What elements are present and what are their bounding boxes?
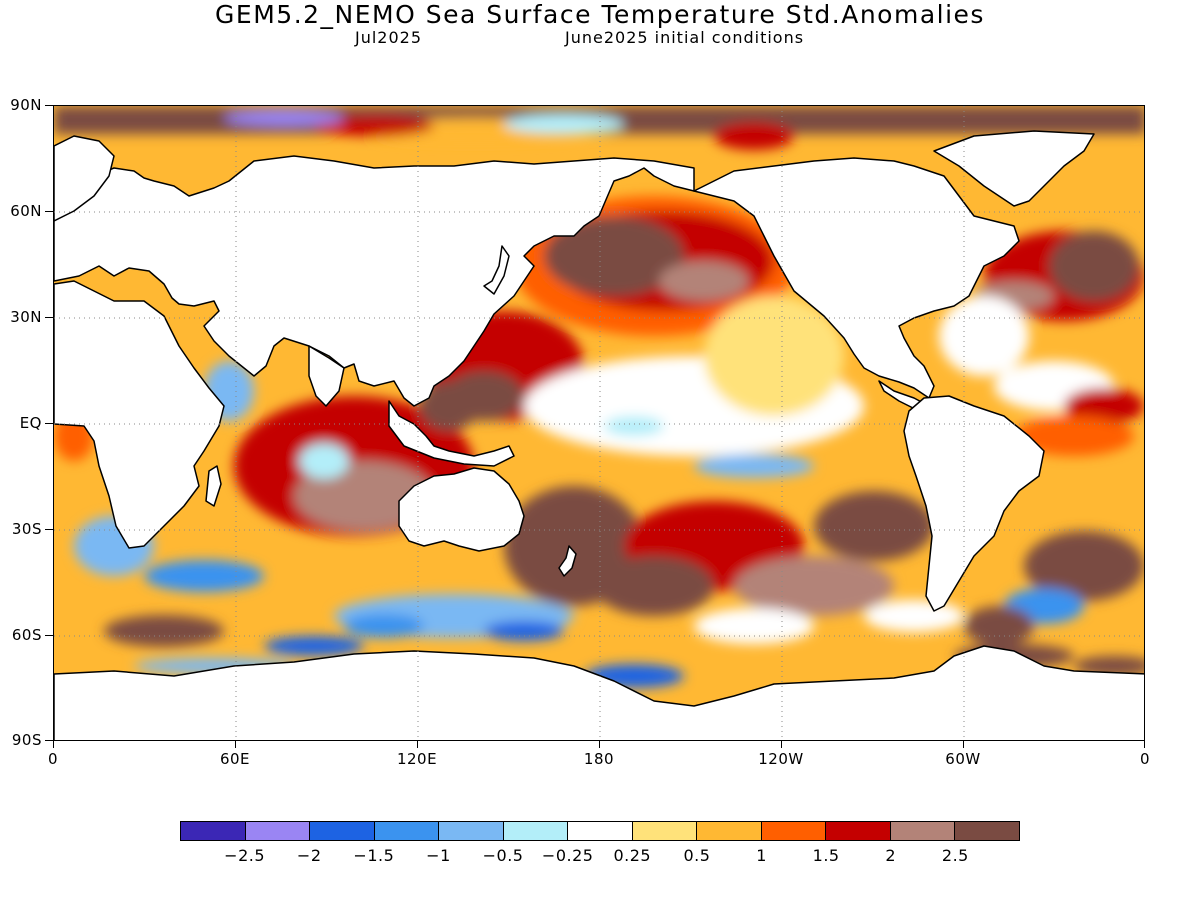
x-tick	[599, 741, 600, 748]
x-label-180: 180	[583, 750, 615, 768]
colorbar-label: −1.5	[353, 846, 395, 865]
x-tick	[963, 741, 964, 748]
land-masses	[54, 130, 1144, 740]
y-tick	[45, 105, 53, 106]
y-label-90s: 90S	[11, 731, 42, 749]
land-eurasia	[54, 155, 695, 407]
colorbar-label: −1	[426, 846, 451, 865]
colorbar-segment	[761, 822, 827, 840]
initial-conditions-label: June2025 initial conditions	[565, 28, 805, 47]
y-label-30s: 30S	[11, 520, 42, 538]
colorbar-label: −0.25	[541, 846, 594, 865]
land-india	[308, 345, 345, 407]
colorbar-label: −0.5	[482, 846, 524, 865]
sst-anomaly-map	[53, 105, 1145, 741]
colorbar-label: −2	[296, 846, 322, 865]
colorbar-label: 1	[756, 846, 767, 865]
colorbar-segment	[955, 822, 1019, 840]
x-label-120e: 120E	[396, 750, 438, 768]
y-label-60s: 60S	[11, 626, 42, 644]
anomaly-patches	[54, 106, 1144, 688]
x-label-0: 0	[47, 750, 59, 768]
land-australia	[398, 467, 525, 552]
colorbar-label: 0.5	[683, 846, 711, 865]
y-label-eq: EQ	[19, 414, 42, 432]
colorbar-segment	[697, 822, 762, 840]
colorbar-label: 2	[885, 846, 897, 865]
colorbar-segment	[374, 822, 440, 840]
x-tick	[235, 741, 236, 748]
x-tick	[53, 741, 54, 748]
x-label-0-east: 0	[1139, 750, 1151, 768]
colorbar-segment	[181, 822, 246, 840]
y-tick	[45, 529, 53, 530]
x-label-60w: 60W	[945, 750, 981, 768]
colorbar-segment	[439, 822, 504, 840]
colorbar-segment	[310, 822, 375, 840]
colorbar	[180, 821, 1020, 841]
land-antarctica	[54, 645, 1144, 740]
y-tick	[45, 423, 53, 424]
colorbar-segment	[245, 822, 311, 840]
x-tick	[417, 741, 418, 748]
colorbar-segment	[568, 822, 633, 840]
colorbar-segment	[826, 822, 891, 840]
chart-title: GEM5.2_NEMO Sea Surface Temperature Std.…	[215, 0, 985, 29]
land-madagascar	[205, 465, 222, 507]
sst-anomaly-field	[54, 106, 1144, 740]
y-tick	[45, 211, 53, 212]
y-label-60n: 60N	[10, 202, 42, 220]
colorbar-label: −2.5	[224, 846, 266, 865]
x-label-120w: 120W	[758, 750, 804, 768]
x-tick	[781, 741, 782, 748]
land-new-zealand	[558, 545, 577, 577]
land-south-america	[903, 395, 1045, 612]
land-africa	[54, 280, 225, 549]
y-label-90n: 90N	[10, 96, 42, 114]
x-label-60e: 60E	[219, 750, 251, 768]
colorbar-label: 2.5	[941, 846, 969, 865]
land-scandinavia	[54, 135, 115, 222]
y-tick	[45, 317, 53, 318]
y-tick	[45, 740, 53, 741]
map-grid	[54, 106, 1144, 740]
land-greenland	[933, 130, 1095, 207]
colorbar-label: 0.25	[613, 846, 652, 865]
x-tick	[1144, 741, 1145, 748]
colorbar-segment	[632, 822, 698, 840]
colorbar-label: 1.5	[812, 846, 840, 865]
land-indonesia	[388, 400, 515, 467]
colorbar-segment	[890, 822, 956, 840]
y-label-30n: 30N	[10, 308, 42, 326]
valid-month-label: Jul2025	[355, 28, 423, 47]
y-tick	[45, 635, 53, 636]
colorbar-segment	[503, 822, 569, 840]
land-japan	[483, 245, 510, 295]
